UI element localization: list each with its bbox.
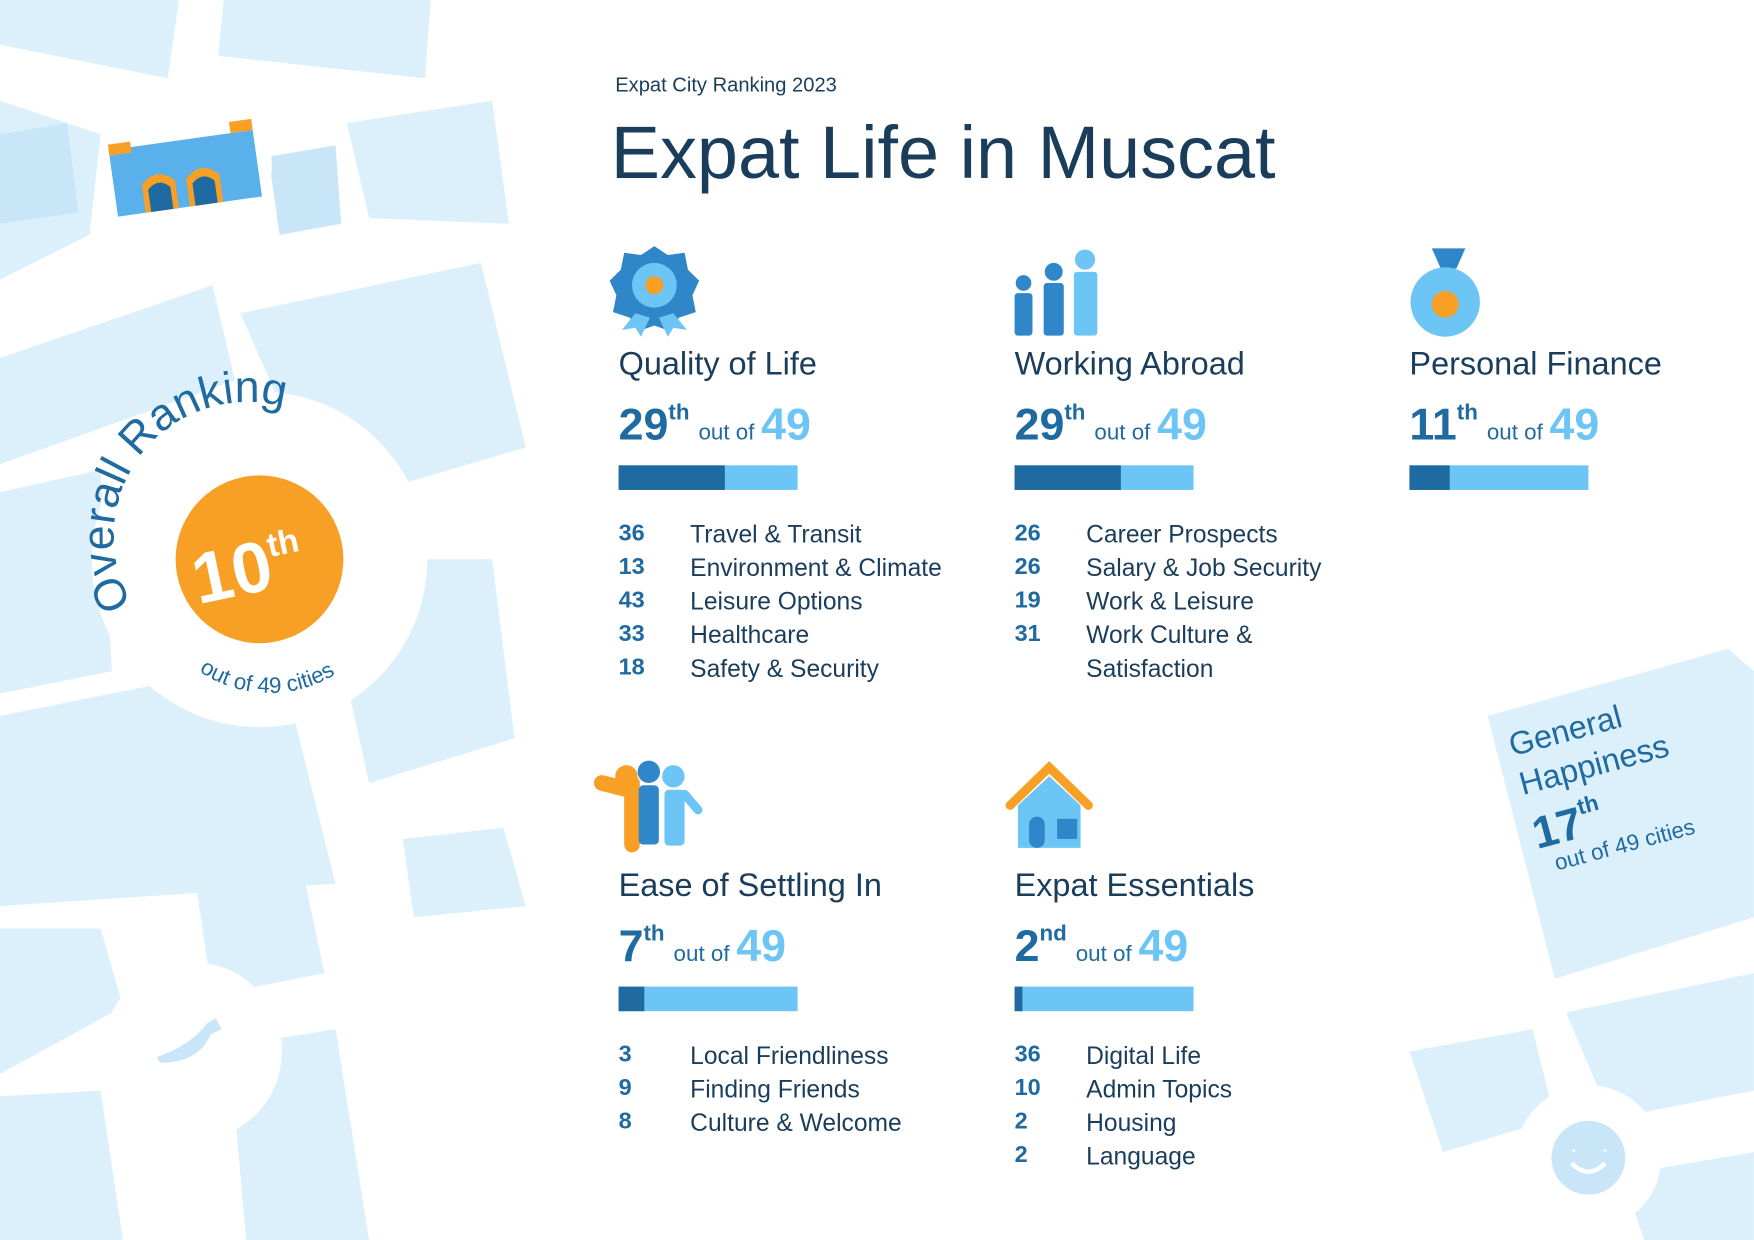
sub-rank: 33 (618, 620, 645, 647)
rank-number: 2 (1014, 921, 1040, 971)
rank-number: 11 (1409, 400, 1457, 450)
rank-bar (1409, 465, 1450, 490)
category-name: Working Abroad (1014, 346, 1245, 383)
sub-rank: 9 (618, 1074, 632, 1101)
sub-rank: 2 (1014, 1142, 1028, 1168)
category-rank: 2nd out of 49 (1015, 922, 1189, 972)
sub-name: Language (1086, 1142, 1196, 1171)
rank-bar-track (1014, 465, 1194, 490)
out-of: out of (1075, 941, 1132, 967)
category-rank: 11th out of 49 (1409, 400, 1599, 450)
sub-rank: 2 (1014, 1108, 1028, 1135)
category-rank: 29th out of 49 (1015, 400, 1207, 450)
sub-name: Safety & Security (690, 654, 879, 683)
sub-name: Digital Life (1086, 1041, 1202, 1070)
sub-rank: 8 (618, 1108, 632, 1135)
sub-name: Healthcare (690, 620, 810, 649)
total: 49 (1157, 400, 1207, 450)
category-name: Personal Finance (1409, 346, 1662, 383)
sub-name: Admin Topics (1086, 1074, 1233, 1103)
out-of: out of (1486, 420, 1543, 446)
category-rank: 29th out of 49 (619, 400, 811, 450)
total: 49 (1138, 921, 1189, 971)
sub-name: Local Friendliness (690, 1041, 889, 1070)
subtitle: Expat City Ranking 2023 (615, 73, 837, 97)
sub-name: Leisure Options (690, 587, 863, 616)
category-name: Quality of Life (618, 346, 817, 383)
rank-bar (618, 465, 725, 490)
sub-rank: 26 (1014, 553, 1041, 580)
sub-rank: 13 (618, 553, 645, 580)
sub-name: Travel & Transit (690, 520, 862, 549)
total: 49 (761, 400, 811, 450)
rank-number: 29 (1014, 400, 1065, 450)
rank-number: 7 (618, 921, 644, 971)
title: Expat Life in Muscat (610, 110, 1276, 194)
out-of: out of (673, 941, 730, 967)
sub-rank: 18 (618, 654, 645, 681)
total: 49 (736, 921, 787, 971)
sub-name: Work Culture & Satisfaction (1086, 620, 1253, 683)
rank-suffix: th (1064, 400, 1086, 426)
sub-rank: 3 (618, 1041, 632, 1068)
sub-rank: 19 (1014, 587, 1041, 613)
rank-suffix: th (643, 921, 665, 947)
sub-name: Career Prospects (1086, 520, 1278, 549)
out-of: out of (698, 420, 755, 446)
category-name: Expat Essentials (1014, 868, 1255, 904)
rank-bar-track (1409, 465, 1589, 490)
sub-rank: 10 (1014, 1074, 1041, 1101)
sub-name: Housing (1086, 1108, 1177, 1137)
rank-bar-track (618, 465, 798, 490)
rank-bar (1014, 986, 1022, 1012)
sub-rank: 31 (1014, 620, 1041, 647)
sub-rank: 26 (1014, 520, 1041, 546)
sub-name: Salary & Job Security (1086, 553, 1322, 582)
sub-name: Culture & Welcome (690, 1108, 902, 1137)
sub-name: Environment & Climate (690, 553, 942, 582)
rank-suffix: nd (1039, 921, 1067, 947)
category-rank: 7th out of 49 (619, 922, 786, 972)
rank-suffix: th (1456, 400, 1478, 426)
sub-rank: 36 (1014, 1041, 1041, 1068)
sub-name: Finding Friends (690, 1074, 860, 1103)
overall-rank-num: 10 (185, 525, 280, 620)
rank-bar (618, 986, 645, 1012)
sub-rank: 43 (618, 587, 645, 613)
rank-bar-track (1014, 986, 1194, 1012)
total: 49 (1549, 400, 1600, 450)
out-of: out of (1094, 420, 1151, 446)
rank-bar (1014, 465, 1121, 490)
rank-suffix: th (668, 400, 690, 426)
rank-bar-track (618, 986, 798, 1012)
overall-rank: 10th (185, 519, 310, 620)
rank-number: 29 (618, 400, 669, 450)
overall-rank-suffix: th (264, 522, 303, 565)
sub-rank: 36 (618, 520, 645, 546)
sub-name: Work & Leisure (1086, 587, 1254, 616)
category-name: Ease of Settling In (618, 868, 882, 904)
